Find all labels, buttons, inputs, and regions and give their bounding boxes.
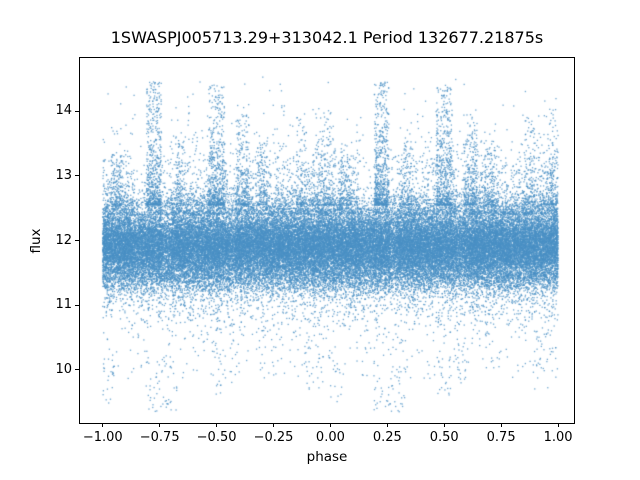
plot-area [79,57,575,424]
x-tick-label: 0.25 [372,430,402,445]
x-tick-mark [159,423,161,427]
x-tick-label: 0.50 [429,430,459,445]
x-tick-mark [443,423,445,427]
y-tick-label: 10 [55,361,72,377]
y-tick-label: 11 [55,297,72,313]
scatter-points-canvas [80,58,574,423]
x-tick-label: −1.00 [82,430,123,445]
x-tick-label: 1.00 [543,430,573,445]
chart-title: 1SWASPJ005713.29+313042.1 Period 132677.… [110,28,544,47]
y-tick-mark [75,304,79,306]
y-tick-label: 14 [55,103,72,119]
x-tick-mark [273,423,274,427]
x-tick-mark [557,423,559,427]
x-tick-mark [386,423,388,427]
x-tick-mark [329,423,331,427]
y-tick-label: 13 [55,167,72,183]
x-tick-mark [500,423,502,427]
x-tick-mark [102,423,104,427]
x-tick-label: 0.75 [486,430,516,445]
x-tick-label: −0.75 [139,430,180,445]
x-tick-label: 0.00 [315,430,345,445]
x-tick-label: −0.50 [196,430,237,445]
x-tick-mark [216,423,218,427]
y-tick-label: 12 [55,232,72,248]
y-tick-mark [75,175,79,177]
y-tick-mark [75,240,79,241]
x-axis-label: phase [306,449,348,465]
y-tick-mark [75,110,79,112]
x-tick-label: −0.25 [253,430,294,445]
y-tick-mark [75,369,79,371]
